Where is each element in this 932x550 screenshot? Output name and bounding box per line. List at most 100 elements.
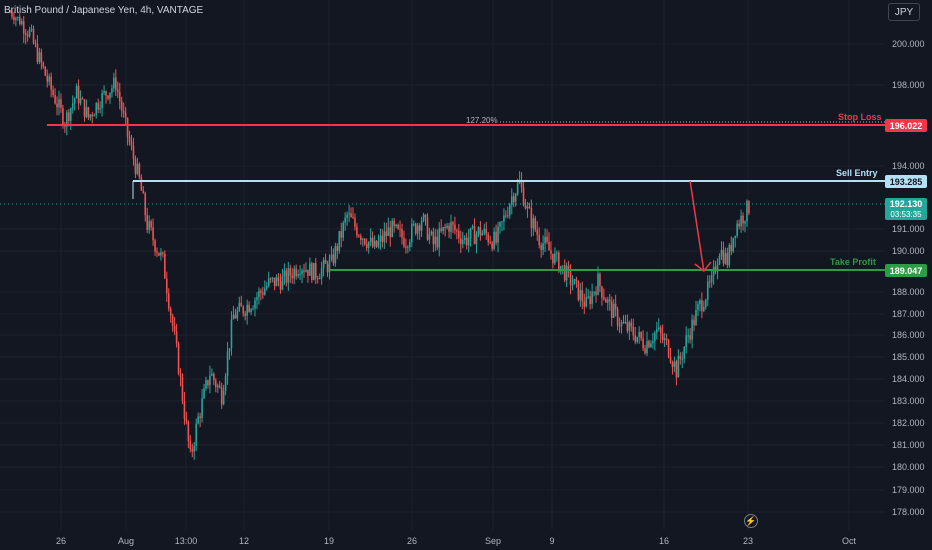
candle-body <box>634 335 637 342</box>
candle-body <box>626 322 629 331</box>
candle-body <box>501 221 503 223</box>
candle-body <box>677 355 680 378</box>
candle-body <box>614 303 617 310</box>
candle-body <box>73 98 76 104</box>
candle-body <box>585 296 588 307</box>
candle-body <box>71 103 74 109</box>
candle-body <box>167 293 170 309</box>
candle-body <box>97 102 99 110</box>
take-profit-price-badge <box>885 264 927 277</box>
candle-body <box>291 275 294 279</box>
candle-body <box>434 236 437 245</box>
candle-body <box>252 308 254 310</box>
candle-body <box>211 373 213 376</box>
candle-body <box>162 252 164 254</box>
candle-body <box>567 265 570 270</box>
candle-body <box>512 196 515 202</box>
candle-body <box>164 253 166 279</box>
candle-body <box>530 208 533 229</box>
candle-body <box>491 242 493 249</box>
candle-body <box>697 304 699 310</box>
candle-body <box>391 220 393 238</box>
candle-body <box>436 236 439 248</box>
candle-body <box>158 252 160 256</box>
candle-body <box>738 223 740 227</box>
candle-body <box>728 244 731 266</box>
candle-body <box>166 278 168 294</box>
candle-body <box>346 214 348 218</box>
candle-body <box>305 269 307 272</box>
x-tick-label: 23 <box>743 536 753 546</box>
candle-body <box>703 307 705 312</box>
candle-body <box>618 325 621 327</box>
candle-body <box>612 303 615 318</box>
candle-body <box>526 206 529 209</box>
candle-body <box>326 263 329 273</box>
candle-body <box>183 401 186 419</box>
candle-body <box>516 183 519 195</box>
candle-body <box>32 28 35 44</box>
countdown-text: 03:53:35 <box>890 210 922 219</box>
y-tick-label: 200.000 <box>892 39 925 49</box>
candle-body <box>283 270 286 277</box>
candle-body <box>144 193 147 216</box>
candle-body <box>399 228 401 230</box>
x-tick-label: 9 <box>549 536 554 546</box>
candle-body <box>40 52 43 63</box>
candle-body <box>379 235 382 242</box>
candle-body <box>534 218 537 230</box>
candle-body <box>160 252 162 256</box>
candle-body <box>175 331 178 344</box>
candle-body <box>605 299 607 303</box>
candle-body <box>328 259 331 273</box>
candle-body <box>661 333 664 341</box>
candle-body <box>528 206 531 209</box>
candle-body <box>473 226 476 245</box>
candle-body <box>69 108 72 121</box>
y-tick-label: 187.000 <box>892 309 925 319</box>
y-tick-label: 181.000 <box>892 440 925 450</box>
candle-body <box>230 319 233 349</box>
candle-body <box>565 265 568 281</box>
candle-body <box>418 225 421 231</box>
candle-body <box>285 270 288 283</box>
candle-body <box>215 380 217 388</box>
x-tick-label: Sep <box>485 536 501 546</box>
candle-body <box>30 28 33 30</box>
candle-body <box>15 18 17 21</box>
candle-body <box>244 313 246 316</box>
candle-body <box>706 281 709 300</box>
candle-body <box>385 231 388 236</box>
candle-body <box>695 309 697 326</box>
x-tick-label: 16 <box>659 536 669 546</box>
candle-body <box>689 335 691 340</box>
currency-button[interactable]: JPY <box>888 3 920 21</box>
candle-body <box>693 319 695 326</box>
candle-body <box>132 145 135 159</box>
candle-body <box>571 284 574 286</box>
candle-body <box>318 278 321 280</box>
candle-body <box>538 234 540 245</box>
candle-body <box>744 221 746 224</box>
candle-body <box>675 361 678 378</box>
candle-body <box>197 416 199 424</box>
y-axis: 178.000 179.000 180.000 181.000 182.000 183.0… <box>892 39 925 517</box>
candle-body <box>60 99 62 108</box>
candle-body <box>652 341 654 344</box>
y-tick-label: 183.000 <box>892 396 925 406</box>
candle-body <box>483 228 486 233</box>
candle-body <box>367 241 370 249</box>
candle-body <box>113 77 115 89</box>
candle-body <box>520 180 523 188</box>
candle-body <box>342 222 344 238</box>
candle-body <box>87 107 90 118</box>
candle-body <box>405 246 407 248</box>
candle-body <box>169 308 172 316</box>
lightning-icon[interactable]: ⚡ <box>744 514 758 528</box>
y-tick-label: 188.000 <box>892 287 925 297</box>
candle-body <box>563 265 566 281</box>
candle-body <box>122 110 125 113</box>
candle-body <box>650 343 652 348</box>
candle-body <box>232 314 235 320</box>
